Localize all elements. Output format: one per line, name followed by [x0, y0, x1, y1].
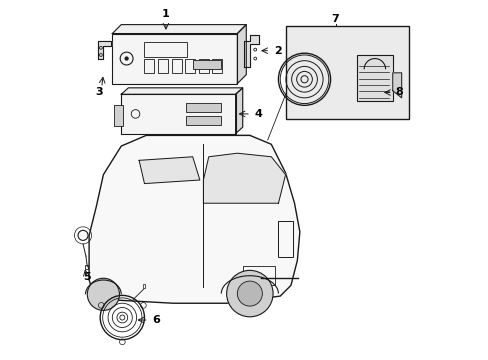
Bar [242, 266, 274, 285]
Polygon shape [203, 153, 285, 203]
Circle shape [87, 278, 119, 310]
Polygon shape [98, 41, 110, 59]
Polygon shape [112, 24, 246, 33]
Text: 3: 3 [95, 87, 102, 98]
Bar [356, 55, 392, 102]
Bar [185, 116, 221, 125]
Bar [158, 59, 168, 73]
Bar [114, 105, 123, 126]
Bar [198, 59, 208, 73]
Text: 5: 5 [83, 272, 91, 282]
Polygon shape [237, 24, 246, 84]
Bar [171, 59, 181, 73]
Text: 7: 7 [331, 14, 339, 23]
Polygon shape [244, 35, 258, 67]
Circle shape [125, 57, 128, 60]
Polygon shape [121, 88, 242, 94]
Bar [84, 265, 87, 269]
Bar [144, 42, 187, 57]
Bar [185, 103, 221, 112]
Bar [185, 59, 195, 73]
Polygon shape [235, 88, 242, 134]
Polygon shape [139, 157, 200, 184]
Text: 1: 1 [162, 9, 169, 18]
Bar [192, 60, 221, 69]
Bar [278, 221, 292, 257]
Text: 6: 6 [152, 315, 160, 325]
Bar [285, 26, 408, 119]
Bar [112, 33, 237, 84]
Text: 8: 8 [394, 87, 402, 98]
Polygon shape [89, 135, 299, 303]
Circle shape [226, 270, 272, 317]
Bar [142, 284, 144, 288]
Text: 2: 2 [273, 46, 281, 56]
Bar [144, 59, 154, 73]
Bar [121, 94, 235, 134]
Bar [212, 59, 222, 73]
Polygon shape [392, 73, 401, 98]
Text: 4: 4 [254, 109, 262, 119]
Circle shape [237, 281, 262, 306]
